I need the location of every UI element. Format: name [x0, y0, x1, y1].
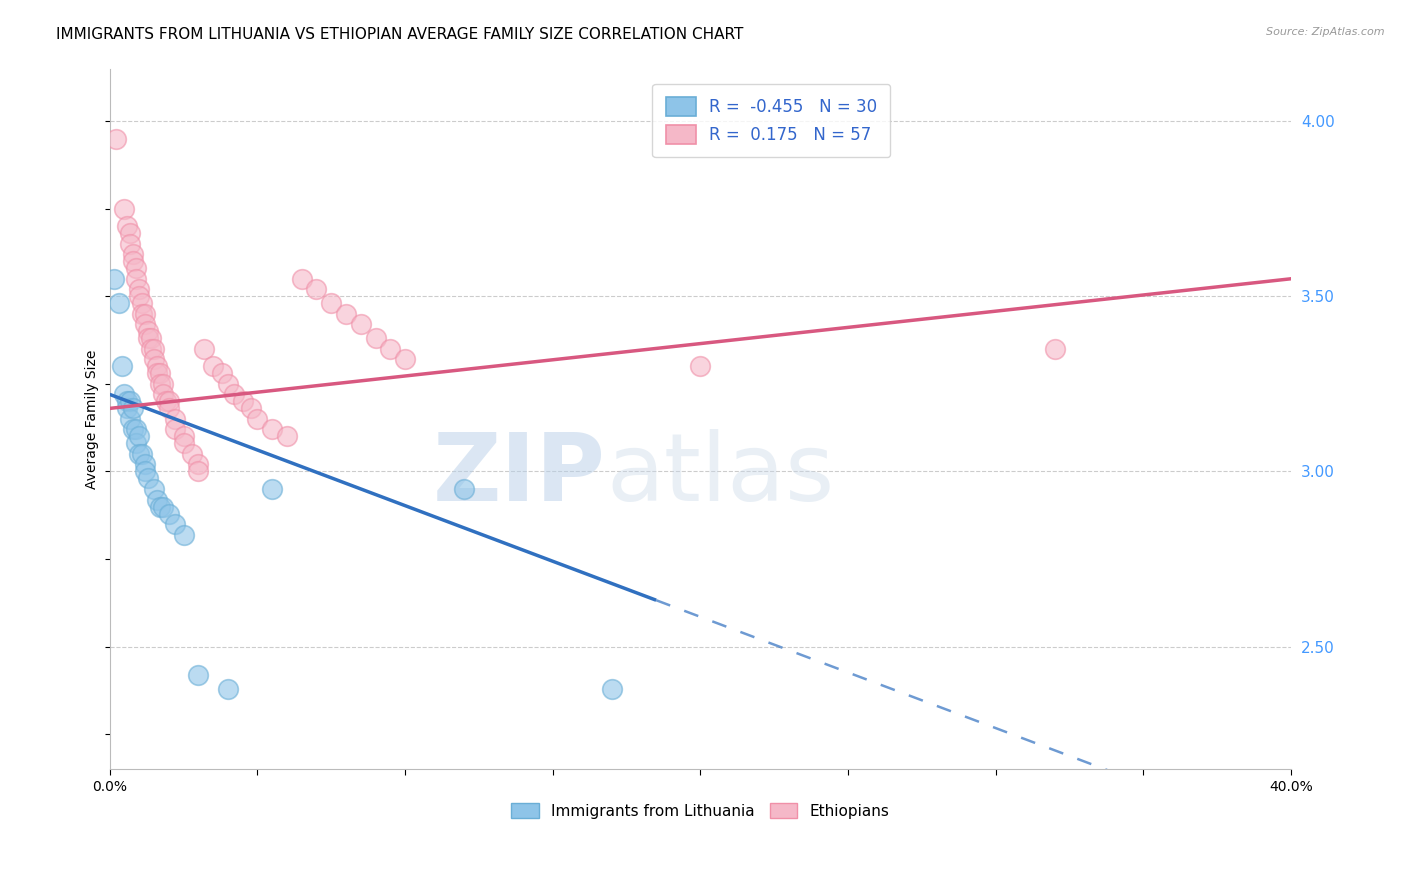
Point — [139, 342, 162, 356]
Point — [1043, 342, 1066, 356]
Point — [143, 482, 166, 496]
Point — [453, 482, 475, 496]
Point — [149, 376, 172, 391]
Point — [380, 342, 402, 356]
Point — [139, 331, 162, 345]
Point — [134, 307, 156, 321]
Point — [211, 367, 233, 381]
Text: Source: ZipAtlas.com: Source: ZipAtlas.com — [1267, 27, 1385, 37]
Point — [114, 387, 136, 401]
Point — [122, 254, 145, 268]
Point — [173, 527, 195, 541]
Point — [120, 226, 142, 240]
Point — [134, 465, 156, 479]
Point — [131, 296, 153, 310]
Point — [136, 331, 159, 345]
Point — [187, 667, 209, 681]
Point — [181, 447, 204, 461]
Point — [134, 318, 156, 332]
Point — [128, 289, 150, 303]
Point — [104, 131, 127, 145]
Point — [125, 261, 148, 276]
Point — [157, 401, 180, 416]
Point — [136, 471, 159, 485]
Point — [335, 307, 357, 321]
Point — [222, 387, 245, 401]
Point — [600, 681, 623, 696]
Point — [122, 401, 145, 416]
Point — [107, 296, 129, 310]
Point — [103, 272, 125, 286]
Point — [131, 307, 153, 321]
Point — [364, 331, 387, 345]
Point — [193, 342, 215, 356]
Point — [262, 422, 284, 436]
Point — [217, 681, 239, 696]
Point — [163, 412, 186, 426]
Point — [117, 219, 139, 234]
Point — [125, 422, 148, 436]
Point — [152, 376, 174, 391]
Point — [232, 394, 254, 409]
Point — [187, 458, 209, 472]
Point — [146, 367, 169, 381]
Point — [128, 429, 150, 443]
Point — [114, 202, 136, 216]
Point — [120, 412, 142, 426]
Point — [110, 359, 132, 374]
Point — [291, 272, 314, 286]
Point — [128, 282, 150, 296]
Point — [157, 507, 180, 521]
Point — [149, 367, 172, 381]
Point — [120, 394, 142, 409]
Point — [122, 247, 145, 261]
Text: IMMIGRANTS FROM LITHUANIA VS ETHIOPIAN AVERAGE FAMILY SIZE CORRELATION CHART: IMMIGRANTS FROM LITHUANIA VS ETHIOPIAN A… — [56, 27, 744, 42]
Point — [246, 412, 269, 426]
Point — [120, 236, 142, 251]
Point — [122, 422, 145, 436]
Point — [276, 429, 298, 443]
Y-axis label: Average Family Size: Average Family Size — [86, 350, 100, 489]
Point — [202, 359, 225, 374]
Point — [136, 324, 159, 338]
Point — [350, 318, 373, 332]
Point — [143, 352, 166, 367]
Text: atlas: atlas — [606, 429, 834, 521]
Point — [305, 282, 328, 296]
Point — [155, 394, 177, 409]
Point — [163, 422, 186, 436]
Point — [689, 359, 711, 374]
Point — [149, 500, 172, 514]
Point — [321, 296, 343, 310]
Point — [240, 401, 263, 416]
Point — [152, 500, 174, 514]
Point — [143, 342, 166, 356]
Point — [173, 429, 195, 443]
Point — [146, 492, 169, 507]
Point — [128, 447, 150, 461]
Legend: Immigrants from Lithuania, Ethiopians: Immigrants from Lithuania, Ethiopians — [505, 797, 896, 825]
Point — [217, 376, 239, 391]
Point — [125, 436, 148, 450]
Point — [187, 465, 209, 479]
Point — [125, 272, 148, 286]
Point — [117, 394, 139, 409]
Point — [262, 482, 284, 496]
Point — [173, 436, 195, 450]
Point — [163, 516, 186, 531]
Point — [131, 447, 153, 461]
Text: ZIP: ZIP — [433, 429, 606, 521]
Point — [157, 394, 180, 409]
Point — [146, 359, 169, 374]
Point — [394, 352, 416, 367]
Point — [152, 387, 174, 401]
Point — [134, 458, 156, 472]
Point — [117, 401, 139, 416]
